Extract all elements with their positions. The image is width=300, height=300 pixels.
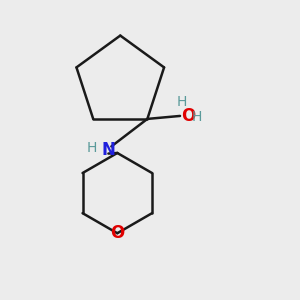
Text: H: H [191,110,202,124]
Text: O: O [182,107,196,125]
Text: N: N [101,141,115,159]
Text: H: H [87,141,97,154]
Text: O: O [110,224,124,242]
Text: H: H [176,95,187,109]
